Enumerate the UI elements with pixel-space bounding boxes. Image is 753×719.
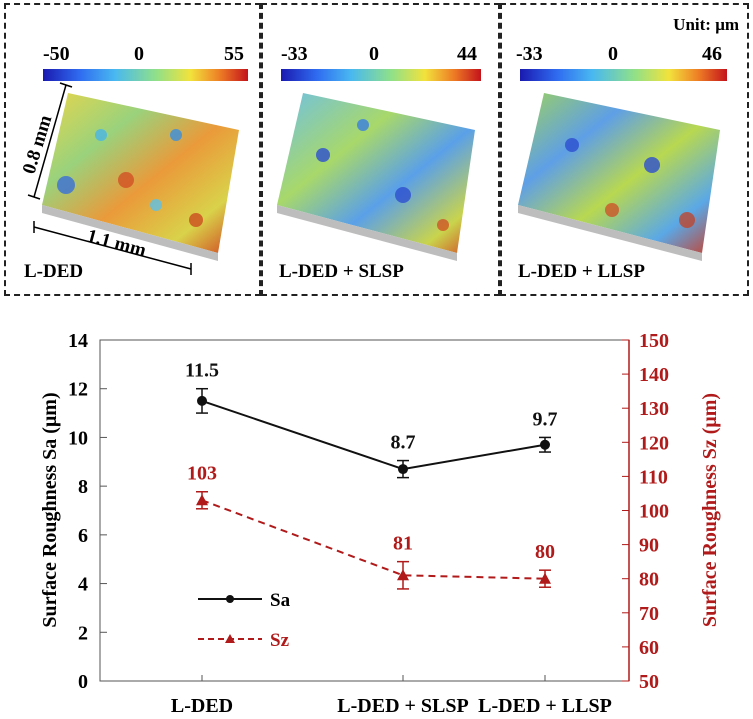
right-tick-label: 100 (639, 501, 669, 523)
depth-dimension-label: 0.8 mm (19, 113, 57, 177)
data-point-sa (197, 395, 207, 406)
surface-plot (518, 93, 720, 261)
left-tick-label: 4 (78, 574, 88, 596)
left-tick-label: 0 (78, 671, 88, 693)
panel-l-ded: -50 0 55 1.1 mm 0.8 mm L-DED (4, 3, 261, 296)
x-axis: L-DED L-DED + SLSP L-DED + LLSP (171, 675, 612, 717)
depth-dimension-line (33, 84, 67, 198)
right-axis: 50 60 70 80 90 100 110 120 130 140 150 (622, 330, 669, 693)
left-tick-label: 6 (78, 525, 88, 547)
data-label-sa: 8.7 (391, 432, 416, 454)
colorbar-mid-label: 0 (134, 43, 144, 65)
colorbar (281, 69, 481, 81)
series-layer: 11.5 8.7 9.7 103 81 80 (185, 360, 558, 590)
surface-map (42, 93, 239, 253)
series-line-sa (201, 399, 546, 471)
colorbar-max-label: 46 (702, 43, 722, 65)
legend: Sa Sz (198, 590, 291, 651)
data-point-sz (539, 572, 551, 584)
series-line-sz (201, 499, 546, 580)
left-tick-label: 12 (68, 379, 88, 401)
data-label-sz: 81 (393, 533, 413, 555)
right-tick-label: 50 (639, 671, 659, 693)
colorbar-max-label: 44 (457, 43, 477, 65)
surface-map (277, 93, 475, 253)
data-point-sz (196, 494, 208, 506)
data-label-sa: 9.7 (533, 408, 558, 430)
surface-plot (277, 93, 475, 261)
surface-base (277, 205, 457, 261)
left-tick-label: 8 (78, 476, 88, 498)
surface-base (42, 205, 218, 261)
y-axis-label: Surface Roughness Sa (μm) (39, 392, 61, 627)
surface-plot: 1.1 mm 0.8 mm (19, 82, 239, 275)
data-label-sz: 103 (187, 463, 217, 485)
plot-frame (99, 339, 630, 682)
left-tick-label: 10 (68, 427, 88, 449)
left-axis: 0 2 4 6 8 10 12 14 (68, 330, 107, 693)
x-tick-label: L-DED + SLSP (337, 695, 468, 717)
surface-map (518, 93, 720, 253)
panel-caption: L-DED + SLSP (279, 261, 404, 282)
surface-base (518, 205, 702, 261)
data-label-sz: 80 (535, 541, 555, 563)
x-tick-label: L-DED + LLSP (478, 695, 612, 717)
x-tick-label: L-DED (171, 695, 233, 717)
right-tick-label: 60 (639, 637, 659, 659)
right-tick-label: 120 (639, 432, 669, 454)
right-tick-label: 130 (639, 398, 669, 420)
left-tick-label: 14 (68, 330, 88, 352)
left-tick-label: 2 (78, 622, 88, 644)
roughness-chart: 0 2 4 6 8 10 12 14 50 60 70 80 90 100 110 120 130 140 150… (39, 330, 721, 717)
right-tick-label: 150 (639, 330, 669, 352)
panel-l-ded-llsp: Unit: μm -33 0 46 L-DED + LLSP (500, 3, 749, 296)
data-label-sa: 11.5 (185, 360, 219, 382)
right-tick-label: 70 (639, 603, 659, 625)
colorbar-mid-label: 0 (608, 43, 618, 65)
y2-axis-label: Surface Roughness Sz (μm) (699, 393, 721, 627)
legend-sa-label: Sa (270, 590, 291, 611)
right-tick-label: 140 (639, 364, 669, 386)
width-dimension-line (33, 226, 192, 270)
legend-sz-label: Sz (270, 630, 290, 651)
data-point-sa (540, 439, 550, 450)
panel-caption: L-DED (24, 261, 84, 282)
data-point-sa (398, 464, 408, 475)
right-tick-label: 90 (639, 535, 659, 557)
colorbar-min-label: -33 (281, 43, 308, 65)
data-point-sz (397, 569, 409, 581)
unit-label: Unit: μm (673, 15, 739, 34)
colorbar-mid-label: 0 (369, 43, 379, 65)
panel-caption: L-DED + LLSP (518, 261, 645, 282)
right-tick-label: 80 (639, 569, 659, 591)
colorbar-min-label: -50 (43, 43, 70, 65)
colorbar-min-label: -33 (516, 43, 543, 65)
panel-l-ded-slsp: -33 0 44 L-DED + SLSP (261, 3, 500, 296)
colorbar-max-label: 55 (224, 43, 244, 65)
colorbar (43, 69, 248, 81)
colorbar (520, 69, 727, 81)
right-tick-label: 110 (639, 466, 668, 488)
